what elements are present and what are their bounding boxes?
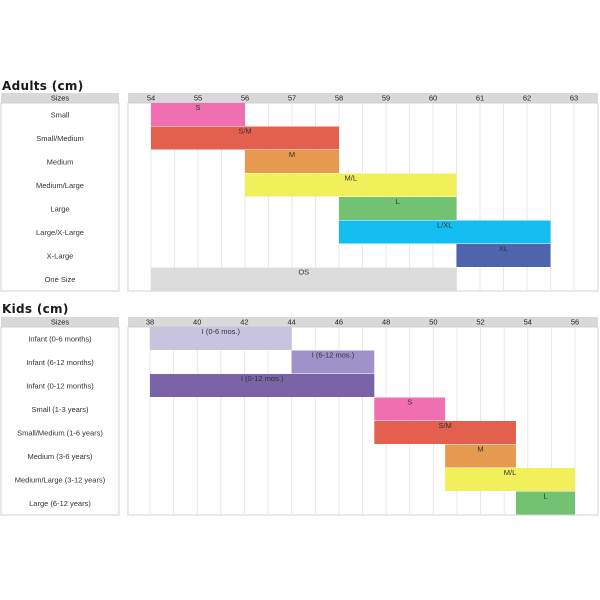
kids-bar [445, 444, 516, 468]
adults-tick-label: 61 [476, 94, 484, 103]
adults-tick-label: 58 [335, 94, 343, 103]
kids-tick-label: 44 [287, 318, 295, 327]
kids-bar [445, 468, 575, 491]
kids-row-label: Large (6-12 years) [29, 499, 91, 508]
kids-tick-label: 46 [335, 318, 343, 327]
kids-header-sizes [1, 317, 119, 327]
adults-row-label: Small/Medium [36, 134, 84, 143]
adults-bar-label: L/XL [437, 220, 452, 229]
kids-tick-label: 50 [429, 318, 437, 327]
kids-tick-label: 48 [382, 318, 390, 327]
kids-row-label: Medium/Large (3-12 years) [15, 475, 106, 484]
adults-bar-label: M [289, 150, 295, 159]
kids-row-label: Medium (3-6 years) [27, 452, 93, 461]
adults-bar [245, 173, 457, 197]
adults-bar-label: L [396, 197, 400, 206]
adults-bar [245, 150, 339, 173]
kids-bar-label: M/L [504, 468, 517, 477]
kids-header-scale [128, 317, 598, 327]
kids-row-label: Infant (0-6 months) [28, 334, 92, 343]
adults-row-label: One Size [45, 275, 76, 284]
adults-row-label: Large/X-Large [36, 228, 84, 237]
kids-bar-label: I (6-12 mos.) [312, 350, 355, 359]
kids-tick-label: 52 [476, 318, 484, 327]
kids-bar [374, 397, 446, 421]
kids-bar [150, 374, 375, 397]
adults-tick-label: 60 [429, 94, 437, 103]
adults-title: Adults (cm) [2, 79, 84, 93]
kids-row-label: Small (1-3 years) [31, 405, 89, 414]
kids-label-column [0, 326, 120, 516]
adults-bar [151, 126, 339, 150]
kids-tick-label: 56 [571, 318, 579, 327]
adults-bar [339, 197, 457, 220]
kids-bar [291, 350, 375, 374]
adults-tick-label: 57 [288, 94, 296, 103]
kids-tick-label: 42 [240, 318, 248, 327]
adults-row-label: Small [51, 110, 70, 119]
kids-tick-label: 54 [524, 318, 532, 327]
kids-bar [150, 327, 292, 350]
adults-bar-label: OS [298, 267, 309, 276]
adults-row-label: Large [50, 204, 69, 213]
kids-bar-label: M [477, 444, 483, 453]
adults-header-sizes [1, 93, 119, 103]
adults-row-label: X-Large [47, 251, 74, 260]
adults-bar-label: S [195, 103, 200, 112]
kids-row-label: Infant (6-12 months) [26, 358, 94, 367]
kids-bar-label: I (0-12 mos.) [241, 374, 284, 383]
kids-title: Kids (cm) [2, 302, 69, 316]
adults-bar-label: S/M [238, 126, 251, 135]
adults-bar [339, 220, 551, 244]
adults-bar-label: M/L [344, 173, 357, 182]
adults-bar [151, 103, 245, 126]
adults-header-label: Sizes [51, 94, 70, 103]
adults-label-column [0, 102, 120, 292]
kids-bar-label: I (0-6 mos.) [202, 327, 241, 336]
kids-bar [374, 421, 516, 444]
adults-tick-label: 55 [194, 94, 202, 103]
kids-row-label: Small/Medium (1-6 years) [17, 428, 103, 437]
kids-bar [515, 491, 575, 515]
adults-bar [151, 267, 457, 291]
adults-bar [456, 244, 551, 267]
adults-tick-label: 63 [570, 94, 578, 103]
adults-tick-label: 56 [241, 94, 249, 103]
adults-tick-label: 59 [382, 94, 390, 103]
kids-tick-label: 40 [193, 318, 201, 327]
kids-bar-label: L [543, 491, 547, 500]
kids-header-label: Sizes [51, 318, 70, 327]
kids-bar-label: S/M [438, 421, 451, 430]
kids-tick-label: 38 [146, 318, 154, 327]
adults-tick-label: 62 [523, 94, 531, 103]
adults-header-scale [128, 93, 598, 103]
kids-grid-frame [127, 326, 599, 516]
adults-bar-label: XL [499, 244, 508, 253]
kids-row-label: Infant (0-12 months) [26, 381, 94, 390]
adults-row-label: Medium [47, 157, 74, 166]
adults-tick-label: 54 [147, 94, 155, 103]
adults-grid-frame [127, 102, 599, 292]
kids-bar-label: S [407, 397, 412, 406]
adults-row-label: Medium/Large [36, 181, 84, 190]
